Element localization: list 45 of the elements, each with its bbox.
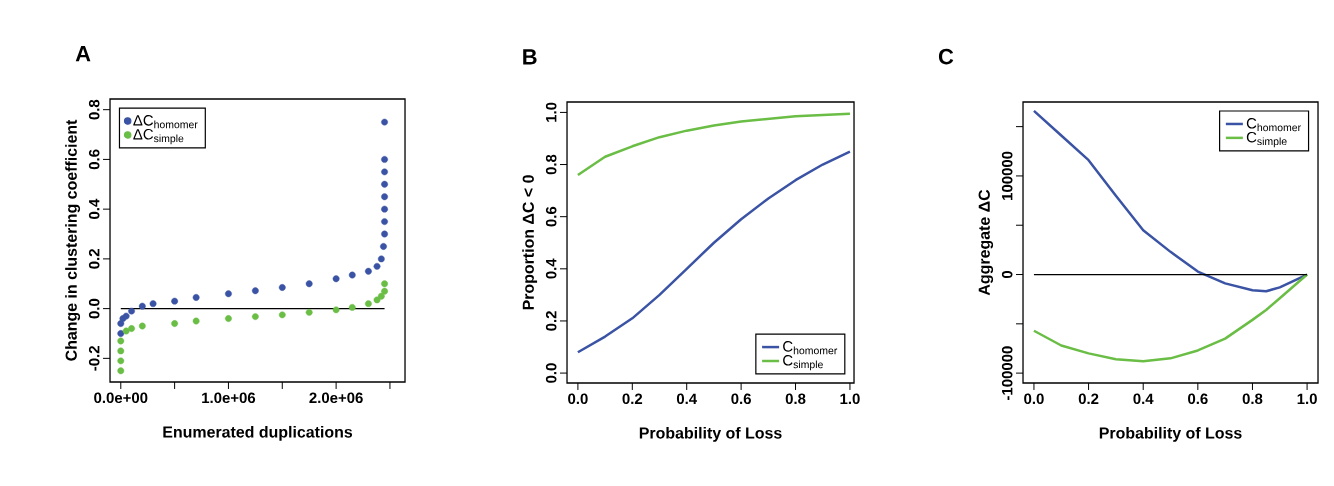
y-tick-label: 0.8 (88, 99, 100, 120)
y-tick-label: 0 (1001, 271, 1013, 279)
legend-label: C$_{homomer}$ (1246, 118, 1301, 132)
legend-label: C$_{simple}$ (783, 355, 823, 371)
y-tick-label: 1.0 (545, 102, 557, 122)
y-axis-title: Proportion ΔC < 0 (522, 175, 538, 310)
x-tick-label: 0.0 (568, 393, 588, 405)
legend-label: ΔC$_{simple}$ (133, 128, 184, 145)
x-tick-label: 1.0 (1297, 393, 1317, 405)
y-tick-label: 0.8 (545, 154, 557, 175)
y-tick-label: -100000 (1001, 346, 1013, 400)
x-tick-label: 0.6 (1188, 393, 1208, 405)
chart-title: B (523, 49, 537, 65)
y-tick-label: 0.0 (88, 298, 100, 319)
y-axis-title: Change in clustering coefficient (65, 119, 81, 361)
y-tick-label: 0.6 (88, 149, 100, 170)
x-tick-label: 0.0e+00 (94, 392, 148, 404)
y-tick-label: 100000 (1001, 151, 1013, 200)
x-tick-label: 0.0 (1024, 393, 1044, 405)
x-tick-label: 1.0e+06 (202, 392, 256, 404)
x-tick-label: 0.4 (676, 393, 698, 405)
chart-title: A (75, 46, 91, 62)
y-tick-label: -0.2 (88, 346, 100, 371)
x-tick-label: 0.2 (622, 393, 643, 405)
x-tick-label: 0.8 (1242, 393, 1263, 405)
x-tick-label: 0.8 (785, 393, 806, 405)
x-axis-title: Probability of Loss (1099, 426, 1242, 442)
y-tick-label: 0.0 (545, 363, 557, 383)
y-tick-label: 0.6 (545, 206, 557, 227)
x-axis-title: Enumerated duplications (163, 425, 353, 441)
chart-title: C (938, 48, 954, 65)
legend-label: C$_{homomer}$ (783, 341, 838, 355)
x-tick-label: 0.4 (1133, 393, 1154, 405)
y-tick-label: 0.4 (545, 258, 557, 279)
x-tick-label: 0.6 (731, 393, 751, 405)
legend-label: ΔC$_{homomer}$ (133, 115, 198, 129)
y-axis-title: Aggregate ΔC (978, 189, 994, 296)
y-tick-label: 0.4 (88, 198, 100, 219)
x-axis-title: Probability of Loss (639, 426, 782, 442)
legend-label: C$_{simple}$ (1246, 131, 1287, 148)
y-tick-label: 0.2 (545, 311, 557, 331)
x-tick-label: 1.0 (840, 393, 860, 405)
x-tick-label: 2.0e+06 (309, 392, 363, 404)
x-tick-label: 0.2 (1078, 393, 1099, 405)
y-tick-label: 0.2 (88, 249, 100, 269)
